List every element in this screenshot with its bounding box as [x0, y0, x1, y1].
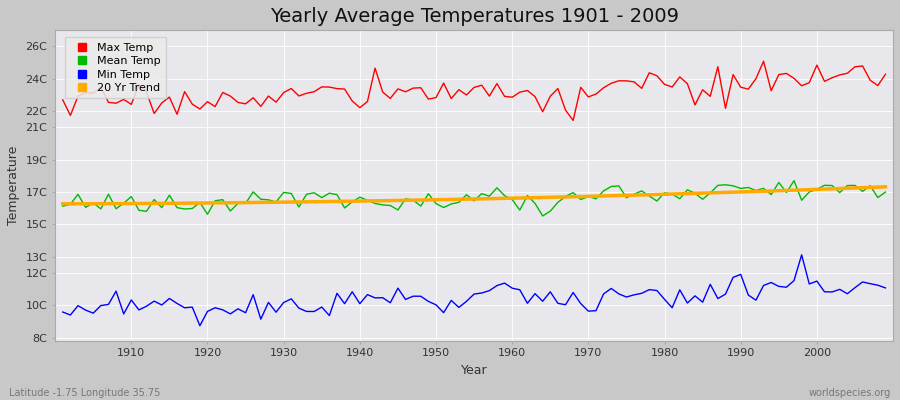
20 Yr Trend — [58, 202, 68, 206]
Max Temp — [331, 86, 342, 91]
Line: Max Temp: Max Temp — [63, 61, 886, 120]
Line: 20 Yr Trend: 20 Yr Trend — [63, 187, 886, 204]
Max Temp — [758, 59, 769, 64]
Max Temp — [286, 86, 297, 91]
Legend: Max Temp, Mean Temp, Min Temp, 20 Yr Trend: Max Temp, Mean Temp, Min Temp, 20 Yr Tre… — [65, 37, 166, 98]
Max Temp — [568, 118, 579, 123]
Max Temp — [507, 95, 517, 100]
Min Temp — [293, 306, 304, 310]
Min Temp — [194, 323, 205, 328]
Mean Temp — [880, 190, 891, 194]
20 Yr Trend — [598, 194, 609, 198]
Max Temp — [880, 72, 891, 77]
20 Yr Trend — [331, 199, 342, 204]
Min Temp — [339, 301, 350, 306]
Min Temp — [606, 286, 616, 291]
Min Temp — [515, 287, 526, 292]
Max Temp — [118, 97, 129, 102]
X-axis label: Year: Year — [461, 364, 488, 377]
20 Yr Trend — [118, 201, 129, 206]
Min Temp — [796, 252, 807, 257]
20 Yr Trend — [507, 196, 517, 200]
Mean Temp — [507, 197, 517, 202]
Min Temp — [118, 312, 129, 316]
Mean Temp — [286, 191, 297, 196]
Min Temp — [507, 286, 517, 290]
Title: Yearly Average Temperatures 1901 - 2009: Yearly Average Temperatures 1901 - 2009 — [270, 7, 679, 26]
20 Yr Trend — [286, 200, 297, 204]
Text: worldspecies.org: worldspecies.org — [809, 388, 891, 398]
Max Temp — [606, 81, 616, 86]
Text: Latitude -1.75 Longitude 35.75: Latitude -1.75 Longitude 35.75 — [9, 388, 160, 398]
Max Temp — [58, 98, 68, 102]
Min Temp — [58, 310, 68, 314]
Y-axis label: Temperature: Temperature — [7, 146, 20, 225]
Mean Temp — [537, 214, 548, 218]
Mean Temp — [606, 184, 616, 189]
Mean Temp — [331, 192, 342, 197]
Mean Temp — [118, 201, 129, 206]
20 Yr Trend — [500, 196, 510, 201]
Mean Temp — [58, 204, 68, 208]
Line: Min Temp: Min Temp — [63, 255, 886, 326]
20 Yr Trend — [880, 184, 891, 189]
Max Temp — [500, 94, 510, 99]
Mean Temp — [788, 178, 799, 183]
Mean Temp — [500, 193, 510, 198]
Min Temp — [880, 286, 891, 290]
Line: Mean Temp: Mean Temp — [63, 181, 886, 216]
